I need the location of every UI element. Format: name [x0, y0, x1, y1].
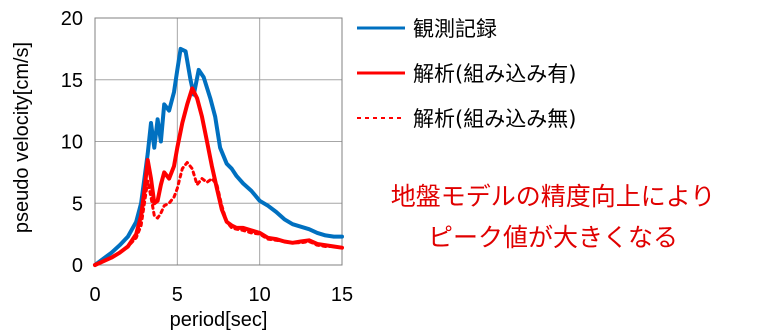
- legend-label-1: 解析(組み込み有): [413, 62, 576, 86]
- x-tick-label: 15: [331, 284, 353, 306]
- x-axis-label: period[sec]: [170, 309, 268, 331]
- series-line-2: [93, 161, 344, 267]
- y-tick-label: 5: [72, 193, 83, 215]
- series-line-0: [93, 46, 344, 267]
- x-tick-label: 10: [249, 284, 271, 306]
- legend-label-2: 解析(組み込み無): [413, 107, 576, 131]
- plot-frame: [94, 17, 343, 266]
- y-tick-label: 15: [61, 70, 83, 92]
- x-tick-label: 0: [89, 284, 100, 306]
- legend-label-0: 観測記録: [413, 17, 497, 41]
- x-tick-label: 5: [172, 284, 183, 306]
- tick-labels: 0 5 10 15 0 5 10 15 20: [61, 8, 353, 306]
- y-tick-label: 20: [61, 8, 83, 30]
- annotation-line-1: ピーク値が大きくなる: [428, 223, 678, 252]
- y-tick-label: 0: [72, 255, 83, 277]
- series-layer: [93, 46, 344, 267]
- series-line-1: [93, 86, 344, 267]
- annotation-line-0: 地盤モデルの精度向上により: [391, 182, 716, 211]
- y-axis-label: pseudo velocity[cm/s]: [11, 42, 33, 233]
- y-tick-label: 10: [61, 132, 83, 154]
